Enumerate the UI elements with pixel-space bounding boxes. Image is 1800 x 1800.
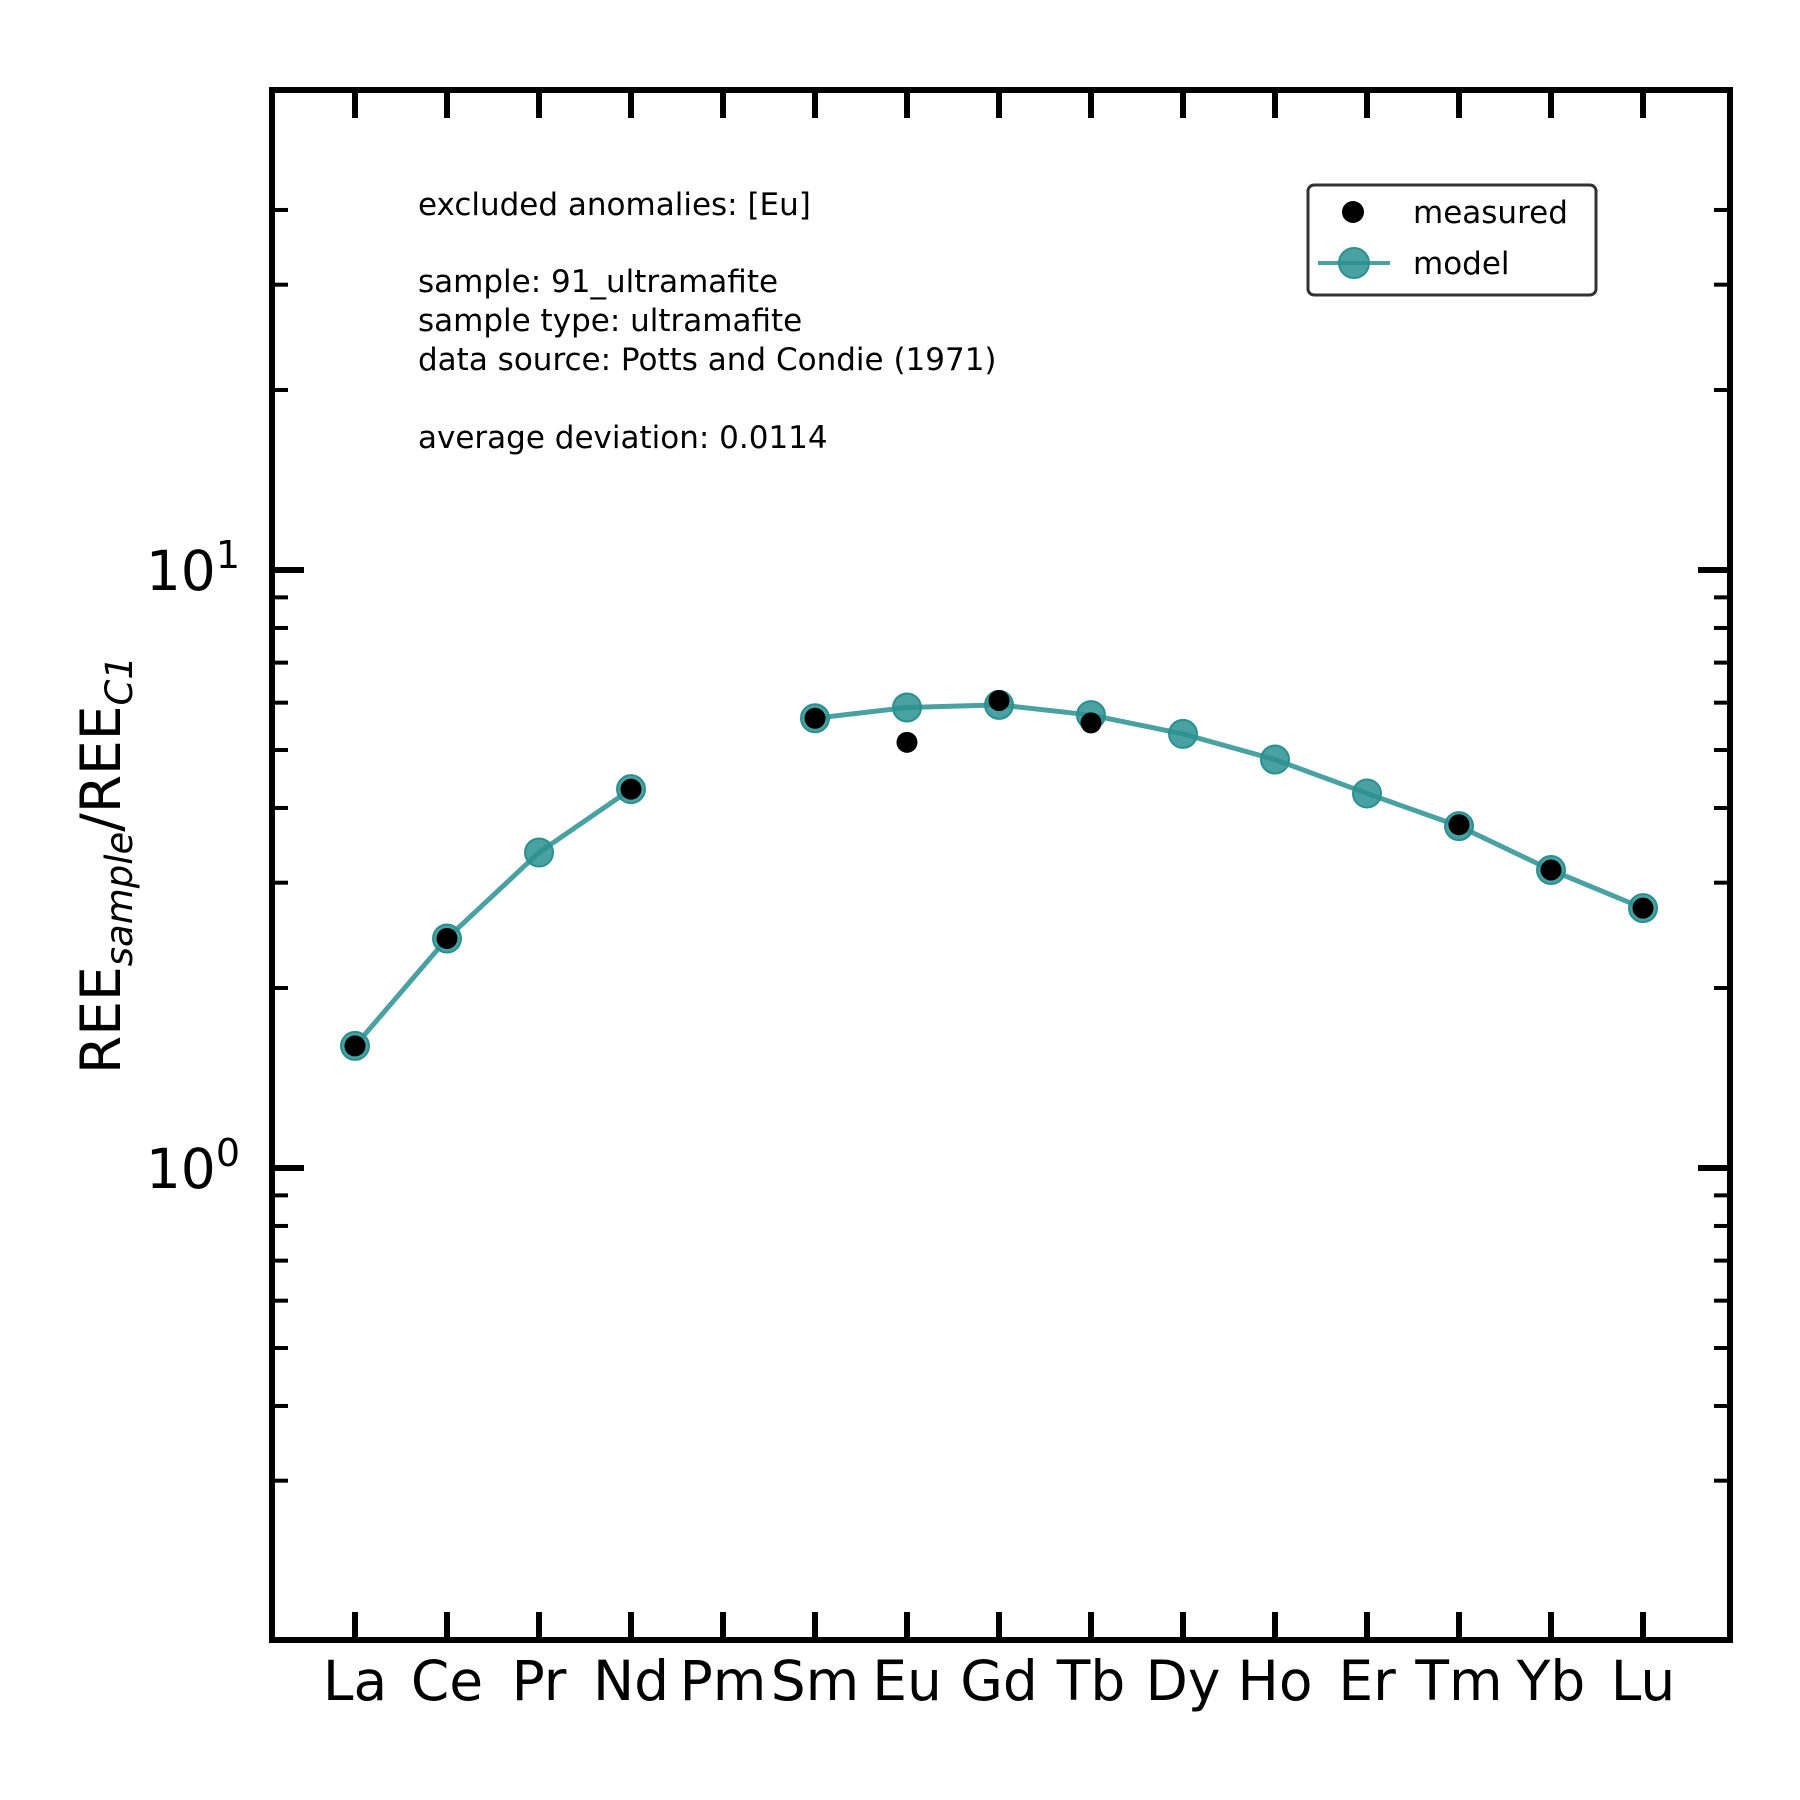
x-tick-label: Gd	[960, 1649, 1038, 1713]
x-tick-label: Eu	[872, 1649, 942, 1713]
y-label-sub-1: sample	[98, 832, 141, 967]
measured-point	[896, 731, 918, 753]
measured-point	[988, 690, 1010, 712]
y-label-main-1: REE	[69, 966, 133, 1074]
y-label-sub-2: C1	[98, 656, 141, 705]
x-tick-label: Ho	[1237, 1649, 1312, 1713]
x-tick-label: Er	[1338, 1649, 1396, 1713]
x-tick-labels: La Ce Pr Nd Pm Sm Eu Gd Tb Dy Ho Er Tm Yb Lu	[323, 1649, 1675, 1713]
annotation-data-source: data source: Potts and Condie (1971)	[418, 342, 997, 378]
model-point	[524, 837, 554, 868]
measured-point	[1080, 712, 1102, 734]
model-point	[1168, 718, 1198, 749]
model-line	[814, 702, 1644, 911]
measured-point	[1540, 859, 1562, 881]
y-tick-exponent: 0	[216, 1131, 240, 1175]
y-label-sep: /	[69, 813, 133, 832]
measured-point	[804, 707, 826, 729]
x-tick-label: Yb	[1516, 1649, 1586, 1713]
y-tick-exponent: 1	[216, 533, 240, 577]
annotation-sample-type: sample type: ultramafite	[418, 303, 802, 339]
annotation-excluded: excluded anomalies: [Eu]	[418, 187, 811, 223]
model-point	[1352, 778, 1382, 809]
x-tick-label: Pr	[512, 1649, 567, 1713]
measured-series	[344, 690, 1654, 1057]
x-tick-label: La	[323, 1649, 387, 1713]
measured-point	[1632, 897, 1654, 919]
legend-marker-model	[1338, 247, 1370, 279]
measured-point	[344, 1035, 366, 1057]
annotation-deviation: average deviation: 0.0114	[418, 420, 828, 456]
y-tick-label: 101	[146, 533, 240, 603]
x-tick-label: Dy	[1146, 1649, 1221, 1713]
legend-label-model: model	[1413, 246, 1510, 282]
x-tick-label: Nd	[593, 1649, 669, 1713]
x-tick-label: Tm	[1414, 1649, 1502, 1713]
legend-label-measured: measured	[1413, 195, 1568, 231]
plot-frame	[269, 87, 1733, 1643]
y-tick-base: 10	[146, 539, 216, 603]
x-tick-label: Ce	[411, 1649, 483, 1713]
y-label-main-2: REE	[69, 705, 133, 813]
y-tick-label: 100	[146, 1131, 240, 1201]
y-tick-base: 10	[146, 1137, 216, 1201]
legend-marker-measured	[1342, 201, 1364, 223]
measured-point	[1448, 814, 1470, 836]
x-tick-label: Tb	[1056, 1649, 1126, 1713]
model-point	[1260, 744, 1290, 775]
model-series	[340, 689, 1658, 1061]
model-point	[892, 692, 922, 723]
measured-point	[620, 778, 642, 800]
legend: measured model	[1306, 183, 1598, 297]
measured-point	[436, 927, 458, 949]
annotation-sample: sample: 91_ultramafite	[418, 264, 778, 300]
x-tick-label: Sm	[771, 1649, 860, 1713]
x-tick-label: Lu	[1611, 1649, 1676, 1713]
x-tick-label: Pm	[680, 1649, 767, 1713]
legend-box	[1306, 183, 1598, 297]
y-axis-label: REEsample/REEC1	[69, 656, 141, 1074]
model-line	[353, 787, 633, 1048]
